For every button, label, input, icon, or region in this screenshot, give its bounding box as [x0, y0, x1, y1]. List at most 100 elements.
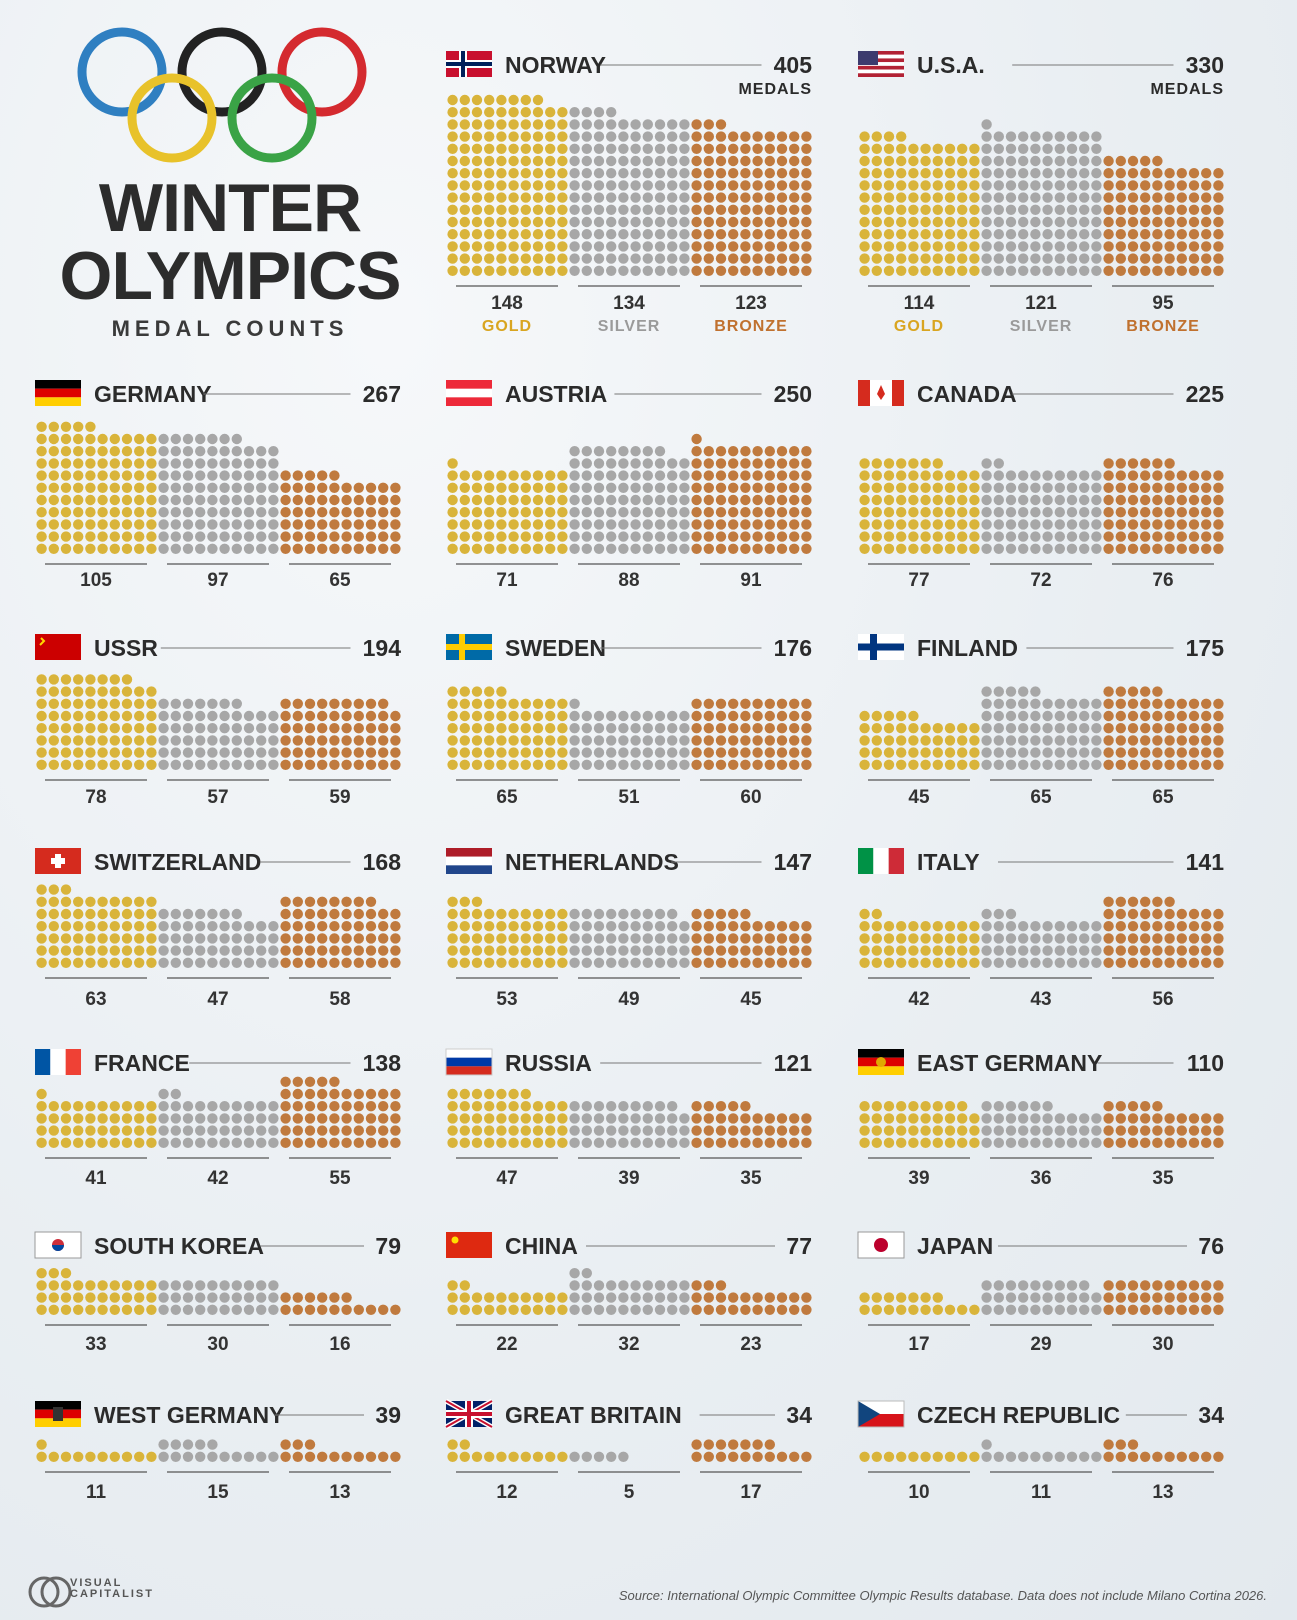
silver-medal-dot [195, 1280, 206, 1291]
gold-medal-dot [932, 1304, 943, 1316]
silver-medal-dot [219, 747, 230, 758]
gold-medal-dot [60, 896, 72, 907]
bronze-medal-dot [365, 921, 377, 932]
bronze-medal-dot [365, 494, 377, 506]
gold-medal-dot [36, 759, 47, 770]
gold-medal-dot [484, 192, 495, 203]
gold-medal-dot [545, 908, 556, 920]
gold-medal-dot [508, 107, 519, 118]
silver-medal-dot [1018, 1304, 1029, 1316]
silver-medal-dot [606, 204, 617, 215]
bronze-medal-dot [691, 131, 702, 142]
silver-medal-dot [1054, 482, 1066, 493]
silver-medal-dot [268, 1304, 279, 1316]
bronze-medal-dot [390, 1125, 401, 1136]
gold-medal-dot [896, 216, 907, 228]
gold-count-label: 148 [491, 293, 523, 314]
silver-medal-dot [981, 747, 992, 758]
bronze-dots [691, 433, 812, 554]
gold-medal-dot [896, 229, 907, 240]
gold-medal-dot [134, 1101, 145, 1112]
silver-medal-dot [1018, 143, 1029, 154]
bronze-medal-dot [341, 1113, 352, 1124]
bronze-medal-dot [1152, 543, 1163, 554]
gold-medal-dot [957, 507, 968, 518]
gold-medal-dot [109, 433, 121, 445]
gold-medal-dot [459, 1125, 470, 1136]
bronze-medal-dot [1103, 933, 1114, 944]
bronze-medal-dot [341, 945, 352, 956]
bronze-medal-dot [703, 957, 714, 968]
gold-medal-dot [969, 747, 980, 758]
bronze-medal-dot [715, 1125, 727, 1136]
silver-dots [158, 698, 279, 770]
silver-medal-dot [618, 216, 629, 228]
bronze-medal-dot [1176, 1292, 1188, 1303]
gold-medal-dot [496, 543, 507, 554]
silver-medal-dot [667, 204, 678, 215]
silver-medal-dot [981, 1439, 992, 1450]
silver-medal-dot [581, 1125, 592, 1136]
gold-medal-dot [471, 470, 483, 481]
gold-medal-dot [932, 253, 943, 264]
silver-medal-dot [1030, 241, 1041, 252]
gold-medal-dot [896, 1451, 907, 1463]
silver-medal-dot [993, 507, 1004, 518]
gold-medal-dot [73, 933, 84, 944]
silver-medal-dot [207, 1280, 218, 1291]
bronze-dots [691, 1101, 812, 1149]
bronze-medal-dot [715, 458, 727, 469]
bronze-medal-dot [764, 507, 775, 518]
bronze-medal-dot [715, 470, 727, 481]
bronze-medal-dot [1140, 1280, 1151, 1291]
bronze-medal-dot [1152, 933, 1163, 944]
bronze-medal-dot [292, 759, 303, 770]
gold-medal-dot [520, 735, 531, 746]
bronze-medal-dot [280, 896, 291, 907]
gold-medal-dot [520, 1113, 531, 1124]
silver-medal-dot [993, 241, 1004, 252]
gold-medal-dot [60, 686, 72, 697]
silver-medal-dot [679, 1280, 690, 1291]
silver-medal-dot [581, 446, 592, 457]
gold-medal-dot [957, 265, 968, 276]
bronze-medal-dot [378, 710, 389, 722]
silver-medal-dot [679, 155, 690, 167]
silver-medal-dot [207, 543, 218, 554]
bronze-medal-dot [378, 519, 389, 530]
silver-medal-dot [231, 1304, 242, 1316]
gold-medal-dot [48, 1125, 59, 1136]
bronze-medal-dot [292, 698, 303, 709]
bronze-medal-dot [341, 531, 352, 542]
silver-medal-dot [630, 168, 641, 179]
gold-medal-dot [134, 896, 145, 907]
gold-medal-dot [545, 1101, 556, 1112]
bronze-medal-dot [1140, 759, 1151, 770]
gold-medal-dot [532, 531, 544, 542]
gold-medal-dot [60, 531, 72, 542]
gold-medal-dot [471, 180, 483, 191]
silver-medal-dot [569, 168, 580, 179]
bronze-medal-dot [1176, 698, 1188, 709]
gold-medal-dot [883, 531, 895, 542]
country-total: 194 [363, 635, 402, 661]
gold-medal-dot [447, 155, 458, 167]
silver-medal-dot [581, 155, 592, 167]
gold-medal-dot [859, 957, 870, 968]
gold-medal-dot [859, 519, 870, 530]
gold-medal-dot [508, 204, 519, 215]
silver-medal-dot [654, 957, 666, 968]
bronze-medal-dot [365, 945, 377, 956]
gold-medal-dot [545, 204, 556, 215]
bronze-medal-dot [1115, 1292, 1127, 1303]
silver-medal-dot [679, 253, 690, 264]
silver-medal-dot [679, 723, 690, 734]
gold-medal-dot [471, 1292, 483, 1303]
bronze-category-label: BRONZE [714, 318, 788, 335]
bronze-medal-dot [341, 698, 352, 709]
silver-medal-dot [268, 446, 279, 457]
gold-medal-dot [459, 1280, 470, 1291]
bronze-medal-dot [801, 543, 812, 554]
gold-medal-dot [932, 1125, 943, 1136]
silver-medal-dot [667, 1125, 678, 1136]
